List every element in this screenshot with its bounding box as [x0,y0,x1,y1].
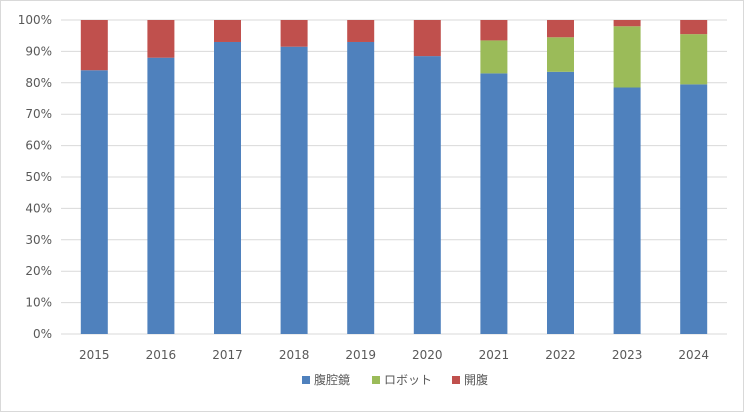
bar-segment [480,40,508,74]
bar-segment [547,37,574,72]
bar-segment [80,20,108,71]
y-tick-label: 70% [25,107,52,121]
x-tick-label: 2018 [279,348,310,362]
legend-label: ロボット [384,373,432,387]
x-tick-label: 2022 [545,348,576,362]
legend: 腹腔鏡 ロボット 開腹 [302,372,488,387]
x-tick-label: 2023 [612,348,643,362]
bar-segment [413,56,441,335]
bar-segment [547,20,574,38]
bar-segment [480,73,508,334]
y-tick-label: 40% [25,201,52,215]
y-tick-label: 0% [33,327,52,341]
bar-segment [413,20,441,57]
x-tick-label: 2021 [479,348,510,362]
x-axis-tick-labels: 2015 2016 2017 2018 2019 2020 2021 2022 2023 2024 [79,348,709,362]
bar-segment [680,84,708,335]
y-tick-label: 30% [25,233,52,247]
y-tick-label: 90% [25,44,52,58]
bar-segment [280,20,308,47]
bar-segment [214,20,241,42]
x-tick-label: 2019 [345,348,376,362]
legend-swatch [372,376,380,384]
legend-label: 開腹 [464,373,488,387]
bar-segment [214,41,241,334]
y-tick-label: 80% [25,76,52,90]
bar-segment [347,20,375,42]
y-tick-label: 60% [25,139,52,153]
y-tick-label: 50% [25,170,52,184]
bar-segment [147,57,175,335]
x-tick-label: 2024 [678,348,709,362]
bar-segment [147,20,175,58]
bars [80,20,708,335]
legend-swatch [302,376,310,384]
bar-segment [680,34,708,85]
x-tick-label: 2016 [146,348,177,362]
bar-segment [80,70,108,335]
legend-label: 腹腔鏡 [314,372,350,387]
bar-segment [680,20,708,35]
x-tick-label: 2017 [212,348,243,362]
y-tick-label: 100% [18,13,52,27]
bar-segment [613,20,641,27]
bar-segment [613,87,641,334]
bar-segment [347,41,375,334]
y-tick-label: 20% [25,264,52,278]
legend-swatch [452,376,460,384]
y-axis-tick-labels: 0% 10% 20% 30% 40% 50% 60% 70% 80% 90% 100% [18,13,52,341]
bar-segment [280,46,308,334]
bar-segment [480,20,508,41]
y-tick-label: 10% [25,296,52,310]
bar-segment [547,71,574,334]
bar-segment [613,26,641,88]
x-tick-label: 2015 [79,348,110,362]
x-tick-label: 2020 [412,348,443,362]
